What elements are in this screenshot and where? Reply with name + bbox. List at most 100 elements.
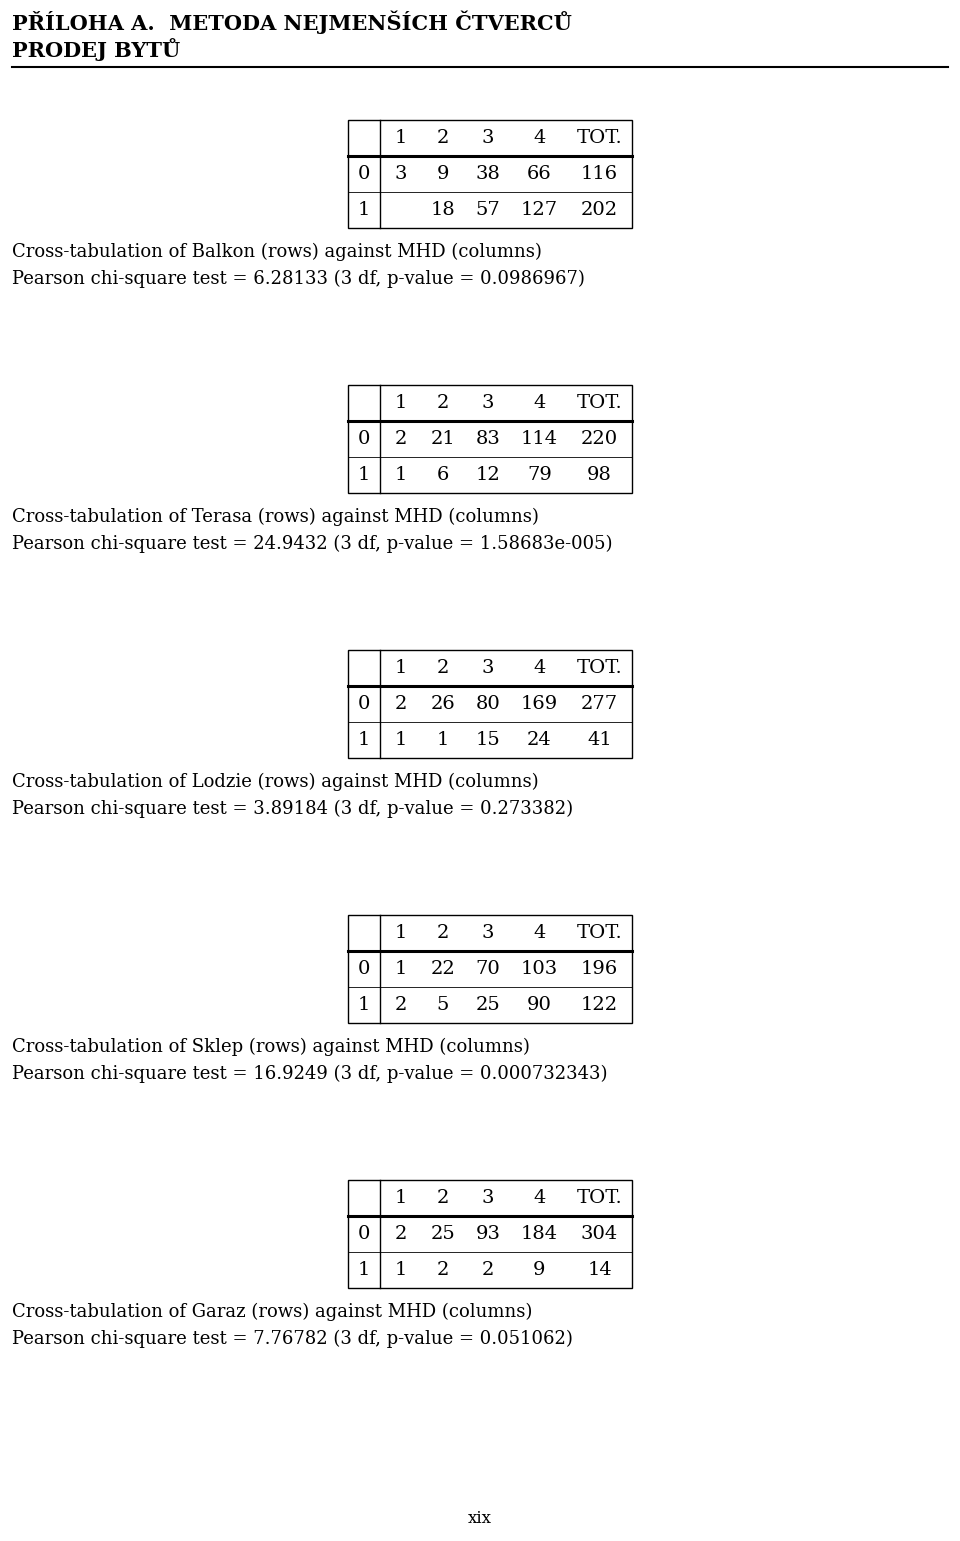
- Text: 4: 4: [534, 129, 545, 146]
- Bar: [348, 915, 632, 1023]
- Text: 114: 114: [521, 430, 558, 448]
- Text: 1: 1: [395, 129, 407, 146]
- Text: 122: 122: [581, 995, 618, 1014]
- Text: 1: 1: [358, 200, 371, 219]
- Text: 2: 2: [395, 995, 407, 1014]
- Text: 38: 38: [475, 165, 500, 183]
- Text: Pearson chi-square test = 24.9432 (3 df, p-value = 1.58683e-005): Pearson chi-square test = 24.9432 (3 df,…: [12, 535, 612, 553]
- Text: 277: 277: [581, 695, 618, 713]
- Text: 202: 202: [581, 200, 618, 219]
- Text: 12: 12: [475, 465, 500, 484]
- Text: PRODEJ BYTŮ: PRODEJ BYTŮ: [12, 39, 180, 62]
- Text: 98: 98: [588, 465, 612, 484]
- Text: 6: 6: [437, 465, 449, 484]
- Text: 0: 0: [358, 165, 371, 183]
- Text: 3: 3: [482, 129, 494, 146]
- Text: 3: 3: [395, 165, 407, 183]
- Text: 196: 196: [581, 960, 618, 979]
- Text: 0: 0: [358, 430, 371, 448]
- Text: Pearson chi-square test = 3.89184 (3 df, p-value = 0.273382): Pearson chi-square test = 3.89184 (3 df,…: [12, 800, 573, 818]
- Text: 93: 93: [475, 1225, 500, 1244]
- Text: 66: 66: [527, 165, 552, 183]
- Text: 26: 26: [431, 695, 455, 713]
- Text: 1: 1: [358, 995, 371, 1014]
- Bar: [348, 1180, 632, 1288]
- Text: 0: 0: [358, 1225, 371, 1244]
- Text: Cross-tabulation of Lodzie (rows) against MHD (columns): Cross-tabulation of Lodzie (rows) agains…: [12, 774, 539, 791]
- Text: Pearson chi-square test = 16.9249 (3 df, p-value = 0.000732343): Pearson chi-square test = 16.9249 (3 df,…: [12, 1065, 608, 1083]
- Bar: [348, 385, 632, 493]
- Text: 1: 1: [395, 1261, 407, 1279]
- Text: 3: 3: [482, 660, 494, 676]
- Text: 220: 220: [581, 430, 618, 448]
- Text: 4: 4: [534, 925, 545, 942]
- Text: Pearson chi-square test = 6.28133 (3 df, p-value = 0.0986967): Pearson chi-square test = 6.28133 (3 df,…: [12, 270, 585, 288]
- Text: 79: 79: [527, 465, 552, 484]
- Text: 169: 169: [521, 695, 558, 713]
- Text: 304: 304: [581, 1225, 618, 1244]
- Text: 1: 1: [437, 730, 449, 749]
- Text: 18: 18: [431, 200, 455, 219]
- Text: 1: 1: [395, 394, 407, 411]
- Text: 9: 9: [437, 165, 449, 183]
- Text: 1: 1: [358, 465, 371, 484]
- Text: 70: 70: [475, 960, 500, 979]
- Text: 4: 4: [534, 1190, 545, 1207]
- Text: xix: xix: [468, 1510, 492, 1527]
- Text: Pearson chi-square test = 7.76782 (3 df, p-value = 0.051062): Pearson chi-square test = 7.76782 (3 df,…: [12, 1330, 573, 1348]
- Text: 1: 1: [395, 925, 407, 942]
- Bar: [348, 120, 632, 228]
- Text: TOT.: TOT.: [577, 129, 622, 146]
- Text: 1: 1: [395, 1190, 407, 1207]
- Text: 127: 127: [521, 200, 558, 219]
- Text: 184: 184: [521, 1225, 558, 1244]
- Text: 15: 15: [475, 730, 500, 749]
- Text: 90: 90: [527, 995, 552, 1014]
- Text: 21: 21: [431, 430, 455, 448]
- Text: 24: 24: [527, 730, 552, 749]
- Text: 2: 2: [437, 1261, 449, 1279]
- Text: 2: 2: [437, 1190, 449, 1207]
- Text: Cross-tabulation of Garaz (rows) against MHD (columns): Cross-tabulation of Garaz (rows) against…: [12, 1304, 533, 1321]
- Text: 41: 41: [588, 730, 612, 749]
- Text: 1: 1: [395, 960, 407, 979]
- Text: PŘÍLOHA A.  METODA NEJMENŠÍCH ČTVERCŮ: PŘÍLOHA A. METODA NEJMENŠÍCH ČTVERCŮ: [12, 9, 572, 34]
- Text: 1: 1: [395, 730, 407, 749]
- Text: 1: 1: [395, 660, 407, 676]
- Text: 2: 2: [437, 925, 449, 942]
- Text: 103: 103: [521, 960, 558, 979]
- Text: 2: 2: [437, 129, 449, 146]
- Text: TOT.: TOT.: [577, 660, 622, 676]
- Text: 5: 5: [437, 995, 449, 1014]
- Text: 25: 25: [431, 1225, 455, 1244]
- Text: 0: 0: [358, 695, 371, 713]
- Text: 0: 0: [358, 960, 371, 979]
- Text: 25: 25: [475, 995, 500, 1014]
- Text: 2: 2: [395, 695, 407, 713]
- Text: 14: 14: [588, 1261, 612, 1279]
- Text: 2: 2: [395, 430, 407, 448]
- Text: 4: 4: [534, 660, 545, 676]
- Text: 1: 1: [358, 1261, 371, 1279]
- Text: 1: 1: [395, 465, 407, 484]
- Text: TOT.: TOT.: [577, 925, 622, 942]
- Text: 3: 3: [482, 925, 494, 942]
- Text: 57: 57: [475, 200, 500, 219]
- Text: 116: 116: [581, 165, 618, 183]
- Text: Cross-tabulation of Sklep (rows) against MHD (columns): Cross-tabulation of Sklep (rows) against…: [12, 1039, 530, 1056]
- Text: 1: 1: [358, 730, 371, 749]
- Text: 22: 22: [431, 960, 455, 979]
- Text: 2: 2: [482, 1261, 494, 1279]
- Text: TOT.: TOT.: [577, 1190, 622, 1207]
- Text: 3: 3: [482, 1190, 494, 1207]
- Text: Cross-tabulation of Terasa (rows) against MHD (columns): Cross-tabulation of Terasa (rows) agains…: [12, 509, 539, 525]
- Text: 3: 3: [482, 394, 494, 411]
- Text: 80: 80: [475, 695, 500, 713]
- Text: 9: 9: [533, 1261, 545, 1279]
- Text: Cross-tabulation of Balkon (rows) against MHD (columns): Cross-tabulation of Balkon (rows) agains…: [12, 243, 541, 262]
- Text: 2: 2: [437, 660, 449, 676]
- Bar: [348, 650, 632, 758]
- Text: 4: 4: [534, 394, 545, 411]
- Text: 83: 83: [475, 430, 500, 448]
- Text: TOT.: TOT.: [577, 394, 622, 411]
